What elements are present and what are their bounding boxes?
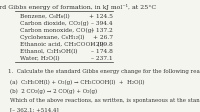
Text: Carbon monoxide, CO(g): Carbon monoxide, CO(g) bbox=[20, 27, 94, 33]
Text: – 174.8: – 174.8 bbox=[91, 48, 113, 53]
Text: (b)  2 CO₂(g) → 2 CO(g) + O₂(g): (b) 2 CO₂(g) → 2 CO(g) + O₂(g) bbox=[10, 88, 97, 93]
Text: (a)  C₂H₅OH(l) + O₂(g) → CH₃COOH(l)  +  H₂O(l): (a) C₂H₅OH(l) + O₂(g) → CH₃COOH(l) + H₂O… bbox=[10, 79, 145, 84]
Text: Standard Gibbs energy of formation, in kJ mol⁻¹, at 25°C: Standard Gibbs energy of formation, in k… bbox=[0, 4, 157, 10]
Text: [– 362.1; +514.4]: [– 362.1; +514.4] bbox=[10, 107, 59, 112]
Text: + 26.7: + 26.7 bbox=[93, 34, 113, 39]
Text: Benzene, C₆H₆(l): Benzene, C₆H₆(l) bbox=[20, 13, 70, 19]
Text: – 237.1: – 237.1 bbox=[91, 55, 113, 60]
Text: + 124.5: + 124.5 bbox=[89, 13, 113, 18]
Text: 1.  Calculate the standard Gibbs energy change for the following reactions at 25: 1. Calculate the standard Gibbs energy c… bbox=[8, 68, 200, 73]
Text: – 394.4: – 394.4 bbox=[91, 20, 113, 25]
Text: – 137.2: – 137.2 bbox=[91, 27, 113, 32]
Text: Water, H₂O(l): Water, H₂O(l) bbox=[20, 55, 60, 60]
Text: Ethanol, C₂H₅OH(l): Ethanol, C₂H₅OH(l) bbox=[20, 48, 78, 53]
Text: – 299.8: – 299.8 bbox=[91, 41, 113, 46]
Text: Carbon dioxide, CO₂(g): Carbon dioxide, CO₂(g) bbox=[20, 20, 89, 26]
Text: Cyclohexane, C₆H₁₂(l): Cyclohexane, C₆H₁₂(l) bbox=[20, 34, 85, 40]
Text: Ethanoic acid, CH₃COOH (l): Ethanoic acid, CH₃COOH (l) bbox=[20, 41, 104, 46]
Text: Which of the above reactions, as written, is spontaneous at the standard state?: Which of the above reactions, as written… bbox=[10, 97, 200, 102]
